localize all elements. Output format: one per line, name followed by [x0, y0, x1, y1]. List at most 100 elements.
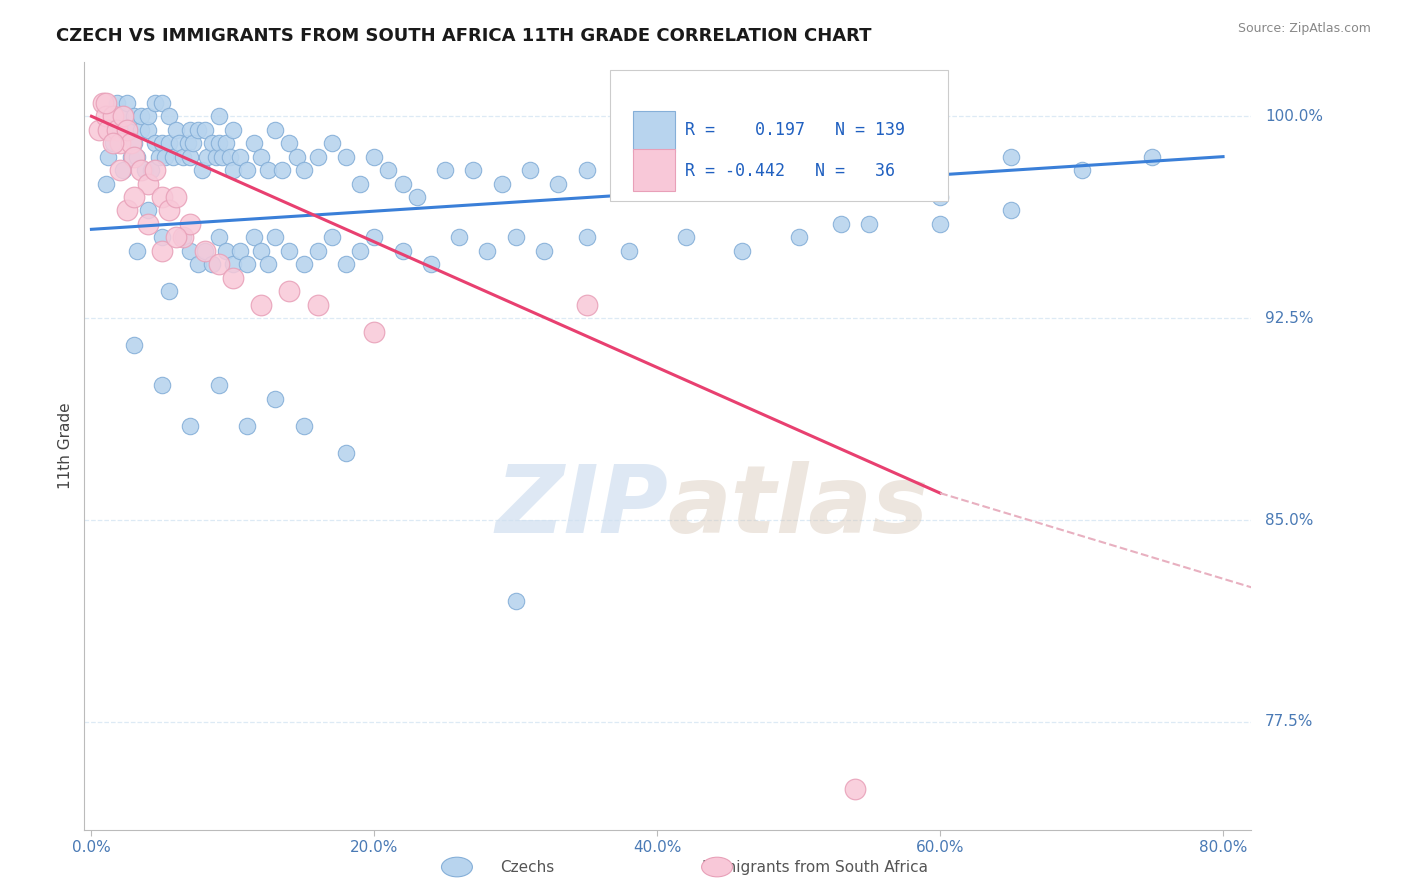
Point	[111, 109, 134, 123]
Point	[194, 244, 217, 258]
Point	[929, 217, 952, 231]
Point	[617, 177, 640, 191]
Point	[717, 150, 740, 164]
Point	[176, 136, 198, 151]
Point	[575, 230, 598, 244]
Point	[108, 122, 131, 136]
Point	[349, 177, 371, 191]
Point	[243, 136, 266, 151]
Point	[191, 163, 214, 178]
Point	[349, 244, 371, 258]
Point	[575, 163, 598, 178]
Text: 85.0%: 85.0%	[1265, 513, 1313, 527]
Text: 77.5%: 77.5%	[1265, 714, 1313, 730]
Point	[292, 163, 315, 178]
Point	[391, 177, 413, 191]
Point	[547, 177, 569, 191]
Point	[419, 257, 441, 271]
Point	[108, 136, 131, 151]
Point	[787, 150, 810, 164]
Point	[830, 217, 852, 231]
Text: CZECH VS IMMIGRANTS FROM SOUTH AFRICA 11TH GRADE CORRELATION CHART: CZECH VS IMMIGRANTS FROM SOUTH AFRICA 11…	[56, 27, 872, 45]
Point	[215, 136, 238, 151]
Point	[377, 163, 399, 178]
Point	[575, 298, 598, 312]
Point	[222, 163, 245, 178]
Point	[222, 257, 245, 271]
Point	[108, 109, 131, 123]
Point	[201, 136, 224, 151]
Point	[91, 95, 114, 110]
Point	[157, 109, 180, 123]
Text: Czechs: Czechs	[501, 860, 554, 874]
Point	[250, 298, 273, 312]
Y-axis label: 11th Grade: 11th Grade	[58, 402, 73, 490]
Point	[108, 163, 131, 178]
Point	[150, 190, 173, 204]
Point	[434, 163, 457, 178]
Point	[150, 95, 173, 110]
Point	[115, 203, 138, 218]
Point	[125, 150, 148, 164]
Point	[236, 418, 259, 433]
Point	[179, 217, 201, 231]
Point	[264, 122, 287, 136]
Point	[257, 163, 280, 178]
Point	[363, 230, 385, 244]
Point	[105, 122, 128, 136]
Point	[477, 244, 499, 258]
Point	[115, 122, 138, 136]
Point	[505, 594, 527, 608]
Point	[148, 150, 170, 164]
Point	[105, 95, 128, 110]
Point	[136, 109, 159, 123]
Point	[205, 150, 228, 164]
Point	[179, 418, 201, 433]
Point	[143, 163, 166, 178]
Point	[307, 298, 329, 312]
Point	[134, 163, 156, 178]
Point	[165, 190, 187, 204]
Point	[363, 150, 385, 164]
Point	[153, 150, 176, 164]
Point	[150, 136, 173, 151]
Point	[449, 230, 471, 244]
Point	[491, 177, 513, 191]
Text: 100.0%: 100.0%	[1265, 109, 1323, 124]
Point	[201, 257, 224, 271]
Point	[125, 244, 148, 258]
Point	[321, 136, 343, 151]
Point	[179, 244, 201, 258]
Text: Source: ZipAtlas.com: Source: ZipAtlas.com	[1237, 22, 1371, 36]
Point	[236, 163, 259, 178]
Point	[129, 163, 152, 178]
Point	[165, 122, 187, 136]
FancyBboxPatch shape	[610, 70, 948, 201]
FancyBboxPatch shape	[633, 149, 675, 191]
Point	[787, 230, 810, 244]
Point	[229, 150, 252, 164]
Point	[143, 95, 166, 110]
Point	[162, 150, 184, 164]
Point	[858, 163, 880, 178]
Point	[257, 257, 280, 271]
Point	[278, 284, 301, 298]
Text: Immigrants from South Africa: Immigrants from South Africa	[703, 860, 928, 874]
Point	[194, 122, 217, 136]
Point	[391, 244, 413, 258]
Point	[122, 190, 145, 204]
Point	[122, 338, 145, 352]
Point	[278, 136, 301, 151]
Point	[271, 163, 294, 178]
Point	[208, 109, 231, 123]
Point	[194, 244, 217, 258]
Text: ZIP: ZIP	[495, 461, 668, 553]
Point	[264, 230, 287, 244]
Point	[172, 230, 194, 244]
Point	[129, 109, 152, 123]
Point	[120, 136, 142, 151]
Point	[405, 190, 427, 204]
Point	[222, 122, 245, 136]
Point	[292, 257, 315, 271]
Point	[150, 244, 173, 258]
